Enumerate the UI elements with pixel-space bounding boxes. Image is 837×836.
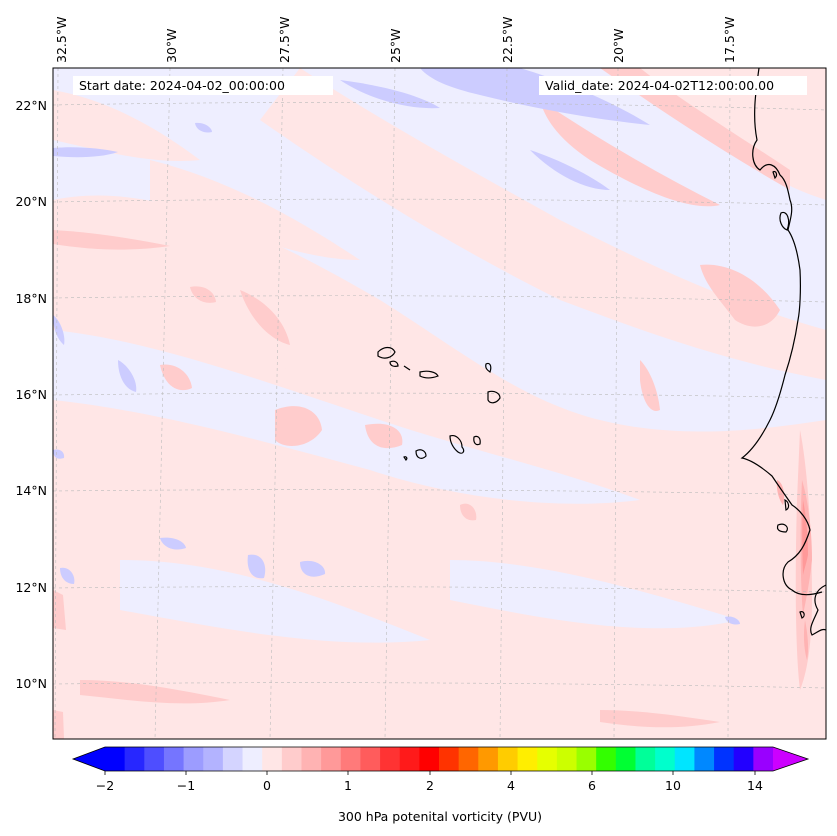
- colorbar-swatch: [576, 747, 597, 771]
- start-date-label: Start date: 2024-04-02_00:00:00: [79, 78, 285, 93]
- colorbar-swatch: [222, 747, 243, 771]
- colorbar-swatch: [517, 747, 538, 771]
- colorbar-swatch: [203, 747, 224, 771]
- colorbar-swatch: [694, 747, 715, 771]
- colorbar-swatch: [340, 747, 361, 771]
- colorbar-swatch: [537, 747, 558, 771]
- colorbar-tick-label: 6: [588, 778, 596, 793]
- colorbar-swatch: [105, 747, 126, 771]
- colorbar-over-arrow: [773, 747, 808, 771]
- colorbar-tick-label: 14: [747, 778, 763, 793]
- light-blue-bands: [53, 220, 740, 643]
- colorbar-swatch: [380, 747, 401, 771]
- colorbar-swatch: [124, 747, 145, 771]
- map-frame: [52, 67, 827, 740]
- colorbar-tick-label: 1: [344, 778, 352, 793]
- lon-label: 25°W: [388, 28, 403, 63]
- lat-label: 14°N: [15, 483, 47, 498]
- valid-date-label: Valid_date: 2024-04-02T12:00:00.00: [545, 78, 774, 93]
- colorbar-swatch: [262, 747, 283, 771]
- lon-label: 17.5°W: [722, 17, 737, 63]
- colorbar-swatch: [733, 747, 754, 771]
- colorbar-ticks: [104, 771, 756, 775]
- colorbar-swatch: [242, 747, 263, 771]
- colorbar-swatch: [183, 747, 204, 771]
- colorbar-under-arrow: [73, 747, 105, 771]
- colorbar-swatch: [497, 747, 518, 771]
- colorbar-swatches: [105, 747, 774, 771]
- lon-label: 27.5°W: [277, 17, 292, 63]
- lon-label: 32.5°W: [54, 17, 69, 63]
- colorbar-swatch: [478, 747, 499, 771]
- colorbar-swatch: [458, 747, 479, 771]
- colorbar-tick-label: 2: [426, 778, 434, 793]
- blue-patches: [53, 68, 740, 625]
- red-streaks: [53, 68, 812, 739]
- colorbar-swatch: [281, 747, 302, 771]
- cape-verde-islands: [377, 346, 501, 461]
- lon-label: 20°W: [611, 28, 626, 63]
- longitude-labels: 32.5°W 30°W 27.5°W 25°W 22.5°W 20°W 17.5…: [54, 17, 737, 63]
- valid-date-box: [539, 76, 807, 95]
- colorbar-swatch: [399, 747, 420, 771]
- gridlines: [53, 68, 826, 739]
- colorbar-swatch: [596, 747, 617, 771]
- lat-label: 20°N: [15, 194, 47, 209]
- colorbar-swatch: [655, 747, 676, 771]
- lat-label: 16°N: [15, 387, 47, 402]
- colorbar-swatch: [753, 747, 774, 771]
- lon-label: 22.5°W: [500, 17, 515, 63]
- colorbar-swatch: [556, 747, 577, 771]
- lon-label: 30°W: [164, 28, 179, 63]
- colorbar-tick-label: 4: [507, 778, 515, 793]
- colorbar-swatch: [144, 747, 165, 771]
- colorbar-tick-label: −2: [96, 778, 114, 793]
- colorbar-swatch: [714, 747, 735, 771]
- colorbar-swatch: [439, 747, 460, 771]
- colorbar-swatch: [615, 747, 636, 771]
- lat-label: 22°N: [15, 98, 47, 113]
- start-date-box: [73, 76, 333, 95]
- colorbar: −2 −1 0 1 2 4 6 10 14 300 hPa potenital …: [71, 746, 810, 824]
- colorbar-tick-label: 0: [263, 778, 271, 793]
- colorbar-label: 300 hPa potenital vorticity (PVU): [338, 809, 542, 824]
- lat-label: 12°N: [15, 580, 47, 595]
- coastline: [740, 68, 826, 636]
- colorbar-swatch: [635, 747, 656, 771]
- latitude-labels: 22°N 20°N 18°N 16°N 14°N 12°N 10°N: [15, 98, 47, 691]
- colorbar-swatch: [163, 747, 184, 771]
- colorbar-swatch: [360, 747, 381, 771]
- colorbar-tick-label: −1: [177, 778, 195, 793]
- colorbar-tick-label: 10: [665, 778, 681, 793]
- colorbar-swatch: [321, 747, 342, 771]
- lat-label: 18°N: [15, 291, 47, 306]
- lat-label: 10°N: [15, 676, 47, 691]
- colorbar-swatch: [301, 747, 322, 771]
- coastal-maxima: [776, 480, 812, 660]
- colorbar-swatch: [674, 747, 695, 771]
- colorbar-swatch: [419, 747, 440, 771]
- pv-field: [53, 68, 826, 739]
